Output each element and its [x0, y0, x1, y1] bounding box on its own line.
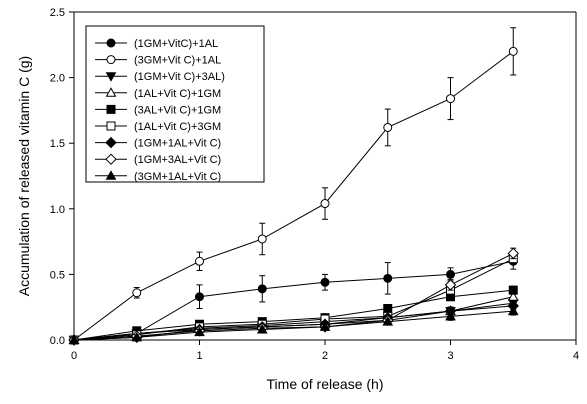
legend-marker	[106, 104, 116, 114]
data-point	[320, 199, 330, 209]
legend-marker	[105, 87, 117, 97]
legend-box	[85, 25, 265, 183]
data-point	[195, 292, 204, 302]
data-point	[131, 331, 143, 342]
data-point	[68, 334, 80, 344]
data-point	[383, 273, 393, 283]
data-point	[195, 256, 204, 266]
y-tick-label: 2.0	[50, 73, 65, 85]
y-tick-label: 1.5	[50, 138, 65, 150]
series-layer	[68, 27, 519, 346]
x-tick-label: 3	[447, 350, 453, 362]
legend-label: (1AL+Vit C)+1GM	[134, 88, 221, 100]
series-line	[73, 258, 514, 341]
legend-label: (1AL+Vit C)+3GM	[134, 121, 221, 133]
x-axis-title: Time of release (h)	[267, 376, 384, 392]
plot-area	[73, 11, 577, 341]
legend-marker	[105, 153, 117, 165]
legend-label: (1GM+1AL+Vit C)	[134, 138, 221, 150]
data-point	[446, 94, 455, 104]
data-point	[446, 269, 455, 279]
x-tick-label: 0	[71, 350, 77, 362]
legend-label: (1GM+3AL+Vit C)	[134, 154, 221, 166]
data-point	[257, 234, 267, 244]
data-point	[507, 305, 519, 316]
data-point	[444, 279, 457, 291]
y-tick-label: 2.5	[50, 7, 65, 19]
data-point	[507, 247, 519, 260]
legend-marker	[106, 55, 116, 65]
axis-ticks: 0 1 2 3 4 0.0 0.5 1.0 1.5 2.0 2.5	[50, 7, 579, 362]
data-point	[508, 285, 518, 295]
data-point	[382, 316, 394, 326]
legend-label: (3GM+Vit C)+1AL	[134, 55, 221, 67]
data-point	[194, 326, 205, 337]
data-point	[256, 323, 268, 334]
series-line	[73, 289, 514, 341]
series-line	[73, 252, 514, 341]
legend-marker	[106, 121, 116, 131]
y-tick-label: 0.0	[50, 335, 65, 347]
data-point	[383, 122, 393, 132]
x-tick-label: 2	[322, 350, 328, 362]
legend-label: (1GM+VitC)+1AL	[134, 38, 218, 50]
x-tick-label: 1	[196, 350, 202, 362]
legend-marker	[105, 72, 117, 82]
series-line	[73, 310, 514, 341]
data-point	[383, 304, 393, 314]
x-tick-label: 4	[573, 350, 579, 362]
legend-label: (1GM+Vit C)+3AL)	[134, 71, 225, 83]
series-group	[68, 305, 519, 344]
data-point	[445, 310, 456, 321]
legend-marker	[106, 38, 116, 48]
legend-label: (3GM+1AL+Vit C)	[134, 171, 221, 183]
y-axis-title: Accumulation of released vitamin C (g)	[16, 56, 32, 296]
y-tick-label: 1.0	[50, 204, 65, 216]
data-point	[319, 321, 331, 331]
legend-label: (3AL+Vit C)+1GM	[134, 104, 221, 116]
series-line	[73, 50, 514, 341]
data-point	[320, 277, 330, 287]
series-line	[73, 260, 514, 341]
legend: (1GM+VitC)+1AL (3GM+Vit C)+1AL (1GM+Vit C)…	[85, 25, 265, 183]
data-point	[257, 284, 267, 294]
y-tick-label: 0.5	[50, 269, 65, 281]
legend-marker	[105, 170, 117, 180]
legend-marker	[105, 136, 117, 149]
data-point	[132, 288, 142, 298]
data-point	[508, 46, 518, 56]
